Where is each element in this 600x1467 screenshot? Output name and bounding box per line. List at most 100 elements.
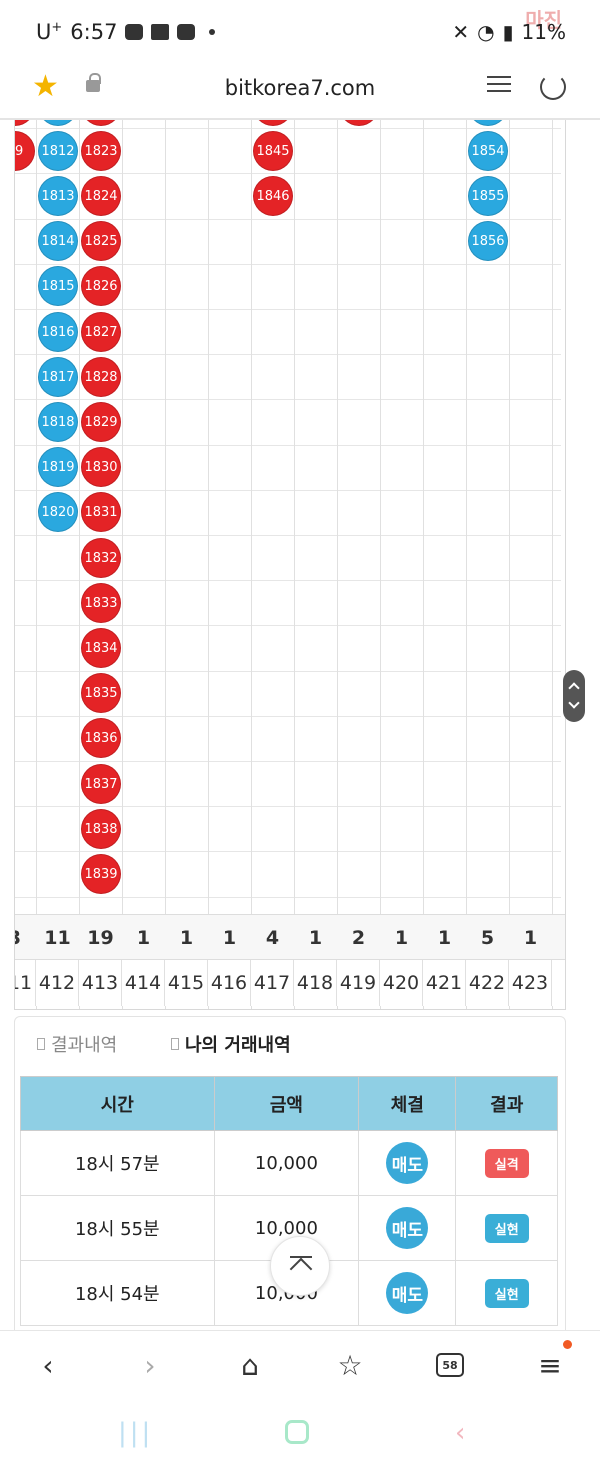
bead-red: 1839 (81, 854, 121, 894)
bead-blue: 1855 (468, 176, 508, 216)
system-home-icon[interactable] (285, 1420, 309, 1444)
header-result: 결과 (455, 1076, 558, 1131)
column-count: 1 (437, 927, 452, 949)
battery-level: 11% (521, 20, 566, 44)
clock: 6:57 (70, 20, 118, 44)
bead-red: 1833 (81, 583, 121, 623)
bead-blue: 1854 (468, 131, 508, 171)
talk-notification-icon (125, 24, 144, 40)
grid-row-line (15, 716, 561, 717)
sell-badge: 매도 (386, 1142, 429, 1184)
column-id: 413 (79, 960, 122, 1006)
grid-column-line (552, 120, 553, 1009)
grid-row-line (15, 671, 561, 672)
bead-red: 1836 (81, 718, 121, 758)
bead-board: 0918111812181318141815181618171818181918… (14, 120, 566, 1010)
column-id: 421 (423, 960, 466, 1006)
bead-red: 1849 (339, 120, 379, 126)
grid-row-line (15, 264, 561, 265)
bead-red: 1831 (81, 492, 121, 532)
grid-row-line (15, 490, 561, 491)
grid-column-line (466, 120, 467, 1009)
bead-blue: 1817 (38, 357, 78, 397)
watermark: 마진 (525, 8, 562, 32)
grid-row-line (15, 354, 561, 355)
trade-result-cell: 실격 (455, 1130, 558, 1196)
column-id: 423 (509, 960, 552, 1006)
tab-my-trades[interactable]: 나의 거래내역 (171, 1031, 291, 1057)
wifi-icon: ◔ (477, 20, 495, 44)
grid-column-line (36, 120, 37, 1009)
column-id: 411 (15, 960, 36, 1006)
grid-row-line (15, 309, 561, 310)
url-text[interactable]: bitkorea7.com (224, 76, 376, 100)
home-icon[interactable]: ⌂ (241, 1348, 259, 1382)
header-amount: 금액 (213, 1076, 360, 1131)
column-count: 2 (351, 927, 366, 949)
header-time: 시간 (20, 1076, 215, 1131)
grid-row-line (15, 219, 561, 220)
trade-time: 18시 54분 (20, 1260, 215, 1326)
column-count-row: 311191114121151 (15, 914, 565, 961)
bead-red: 1832 (81, 538, 121, 578)
browser-address-bar: ★ bitkorea7.com (0, 64, 600, 116)
carrier-label: U+ (36, 20, 63, 44)
grid-row-line (15, 580, 561, 581)
star-icon[interactable]: ★ (32, 69, 59, 104)
grid-row-line (15, 173, 561, 174)
column-count: 11 (44, 927, 71, 949)
tab-marker-icon (37, 1038, 45, 1050)
trade-time: 18시 57분 (20, 1130, 215, 1196)
bead-red: 1824 (81, 176, 121, 216)
bead-red: 1838 (81, 809, 121, 849)
bead-red: 1828 (81, 357, 121, 397)
column-count: 3 (15, 915, 36, 961)
tabs-icon[interactable]: 58 (430, 1345, 470, 1385)
menu-icon[interactable]: ≡ (538, 1348, 562, 1382)
column-count: 1 (179, 927, 194, 949)
back-icon[interactable]: ‹ (42, 1348, 54, 1382)
trade-exec-cell: 매도 (358, 1195, 457, 1261)
grid-column-line (294, 120, 295, 1009)
reload-icon[interactable] (540, 74, 566, 100)
trade-exec-cell: 매도 (358, 1130, 457, 1196)
sell-badge: 매도 (386, 1207, 429, 1249)
grid-row-line (15, 445, 561, 446)
result-badge: 실격 (484, 1148, 529, 1178)
grid-row-line (15, 761, 561, 762)
grid-column-line (251, 120, 252, 1009)
bead-blue: 1819 (38, 447, 78, 487)
grid-column-line (337, 120, 338, 1009)
recent-apps-icon[interactable]: ||| (118, 1418, 154, 1448)
bead-red: 1829 (81, 402, 121, 442)
scroll-to-top-button[interactable] (270, 1236, 330, 1296)
grid-row-line (15, 897, 561, 898)
system-back-icon[interactable]: ‹ (455, 1418, 466, 1448)
bookmarks-icon[interactable]: ☆ (337, 1348, 363, 1382)
column-id: 417 (251, 960, 294, 1006)
status-bar: U+ 6:57 마진 ✕ ◔ ▮ 11% (0, 0, 600, 64)
grid-column-line (509, 120, 510, 1009)
bead-red: 1837 (81, 764, 121, 804)
column-id-row: 411412413414415416417418419420421422423 (15, 960, 565, 1006)
column-count: 1 (136, 927, 151, 949)
bead-red: 1834 (81, 628, 121, 668)
bead-blue: 1816 (38, 312, 78, 352)
scroll-handle[interactable] (563, 670, 585, 722)
lock-icon[interactable] (86, 73, 101, 92)
bead-blue: 1856 (468, 221, 508, 261)
forward-icon[interactable]: › (144, 1348, 156, 1382)
bead-red: 1844 (253, 120, 293, 126)
reader-mode-icon[interactable] (487, 76, 511, 98)
menu-notification-dot (563, 1340, 572, 1349)
sell-badge: 매도 (386, 1272, 429, 1314)
column-id: 422 (466, 960, 509, 1006)
bead-blue: 1813 (38, 176, 78, 216)
bead-blue: 1811 (38, 120, 78, 126)
column-id: 412 (36, 960, 79, 1006)
tab-results[interactable]: 결과내역 (37, 1031, 117, 1057)
bead-blue: 1853 (468, 120, 508, 126)
grid-row-line (15, 851, 561, 852)
bead-red: 09 (15, 131, 35, 171)
bead-red: 1846 (253, 176, 293, 216)
